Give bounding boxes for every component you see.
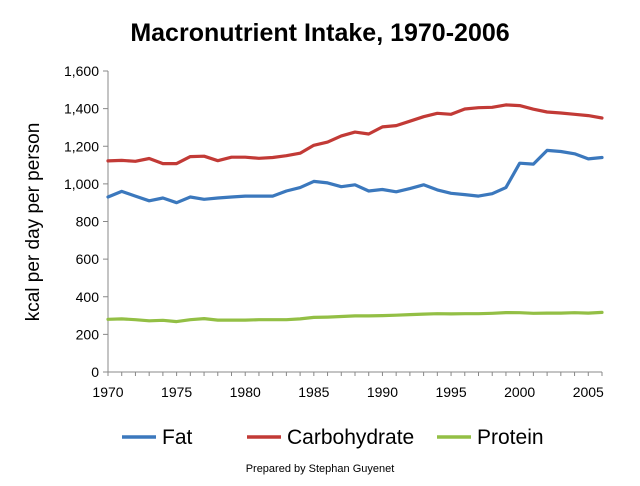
legend-label-carbohydrate: Carbohydrate	[287, 426, 414, 449]
y-tick-label: 200	[76, 326, 100, 342]
series-lines	[106, 103, 604, 324]
y-tick-label: 1,000	[64, 176, 99, 192]
y-ticks: 0 200 400 600 800 1,000 1,200 1,400 1,600	[64, 63, 108, 380]
x-tick-label: 2000	[504, 384, 535, 400]
credit-text: Prepared by Stephan Guyenet	[246, 463, 395, 475]
y-tick-label: 600	[76, 251, 100, 267]
x-tick-label: 1995	[435, 384, 466, 400]
x-tick-label: 1975	[161, 384, 192, 400]
series-line-fat	[106, 148, 604, 205]
legend: Fat Carbohydrate Protein	[122, 426, 544, 449]
y-axis-label: kcal per day per person	[23, 123, 44, 322]
x-tick-label: 2005	[573, 384, 604, 400]
legend-label-protein: Protein	[477, 426, 544, 449]
y-tick-label: 1,200	[64, 138, 99, 154]
y-tick-label: 0	[91, 364, 99, 380]
x-ticks: 1970 1975 1980 1985 1990 1995 2000 2005	[92, 372, 604, 400]
x-tick-label: 1990	[367, 384, 398, 400]
chart-title: Macronutrient Intake, 1970-2006	[130, 19, 509, 47]
y-tick-label: 400	[76, 289, 100, 305]
series-line-carbohydrate	[106, 103, 604, 166]
y-tick-label: 800	[76, 214, 100, 230]
y-tick-label: 1,400	[64, 101, 99, 117]
x-tick-label: 1970	[92, 384, 123, 400]
series-line-protein	[106, 310, 604, 324]
y-tick-label: 1,600	[64, 63, 99, 79]
x-tick-label: 1985	[298, 384, 329, 400]
legend-label-fat: Fat	[162, 426, 193, 449]
x-tick-label: 1980	[230, 384, 261, 400]
